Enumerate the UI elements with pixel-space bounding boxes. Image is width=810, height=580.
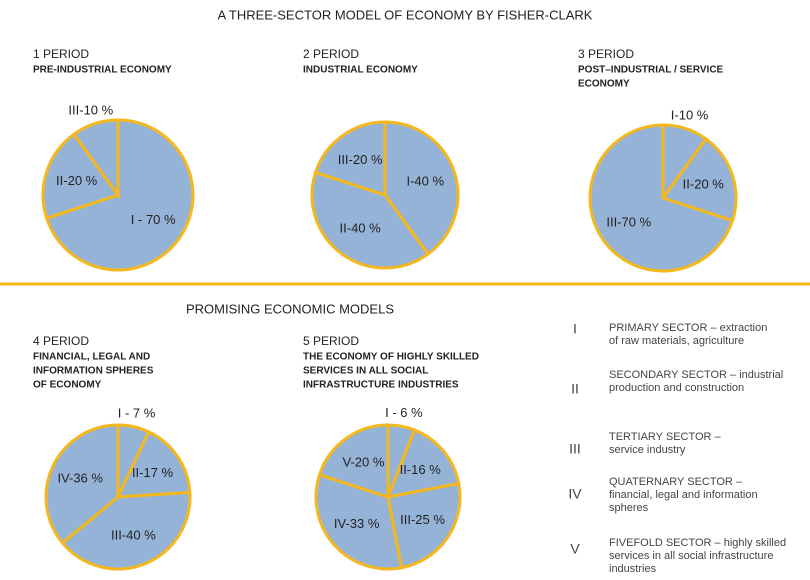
- pie-slice: [41, 132, 121, 221]
- pie-slice: [383, 120, 460, 257]
- legend-text: services in all social infrastructure: [609, 550, 773, 562]
- period-subtitle: FINANCIAL, LEGAL AND: [33, 352, 150, 363]
- pie-slice: [588, 123, 735, 273]
- legend-symbol: V: [570, 541, 580, 557]
- period-title: 3 PERIOD: [578, 47, 634, 61]
- slice-label: I-40 %: [406, 173, 444, 188]
- legend-symbol: IV: [568, 486, 582, 502]
- legend-symbol: I: [573, 321, 577, 337]
- legend-text: FIVEFOLD SECTOR – highly skilled: [609, 537, 786, 549]
- legend-text: spheres: [609, 502, 649, 514]
- pie-slice: [115, 429, 192, 499]
- legend-text: SECONDARY SECTOR – industrial: [609, 369, 783, 381]
- slice-label: I-10 %: [671, 108, 709, 123]
- period-title: 5 PERIOD: [303, 334, 359, 348]
- period-subtitle: INFRASTRUCTURE INDUSTRIES: [303, 380, 459, 391]
- period-title: 2 PERIOD: [303, 47, 359, 61]
- slice-label: II-16 %: [400, 462, 442, 477]
- pie-slice: [44, 423, 120, 546]
- slice-label: II-20 %: [683, 176, 725, 191]
- legend-text: of raw materials, agriculture: [609, 335, 744, 347]
- slice-label: III-10 %: [68, 103, 113, 118]
- slice-label: III-20 %: [338, 152, 383, 167]
- period-title: 4 PERIOD: [33, 334, 89, 348]
- pie-slice: [71, 118, 120, 200]
- legend-text: financial, legal and information: [609, 489, 758, 501]
- legend-symbol: II: [571, 381, 579, 397]
- slice-label: II-17 %: [132, 465, 174, 480]
- period-subtitle: POST–INDUSTRIAL / SERVICE: [578, 65, 724, 76]
- slice-label: I - 70 %: [131, 212, 176, 227]
- pie-slice: [313, 120, 387, 198]
- period-subtitle: INDUSTRIAL ECONOMY: [303, 65, 418, 76]
- pie-slice: [317, 423, 390, 500]
- legend-text: QUATERNARY SECTOR –: [609, 476, 743, 488]
- main-title: A THREE-SECTOR MODEL OF ECONOMY BY FISHE…: [218, 7, 593, 22]
- period-title: 1 PERIOD: [33, 47, 89, 61]
- pie-slice: [60, 490, 192, 571]
- legend-text: production and construction: [609, 382, 744, 394]
- slice-label: II-20 %: [56, 173, 98, 188]
- period-subtitle: INFORMATION SPHERES: [33, 366, 154, 377]
- legend-text: industries: [609, 563, 657, 575]
- slice-label: I - 7 %: [118, 405, 156, 420]
- pie-slice: [660, 136, 738, 223]
- period-subtitle: SERVICES IN ALL SOCIAL: [303, 366, 428, 377]
- period-subtitle: OF ECONOMY: [33, 380, 102, 391]
- slice-label: III-70 %: [606, 214, 651, 229]
- legend-text: PRIMARY SECTOR – extraction: [609, 322, 767, 334]
- legend-text: service industry: [609, 444, 686, 456]
- legend-symbol: III: [569, 441, 581, 457]
- period-subtitle: ECONOMY: [578, 79, 630, 90]
- pie-slice: [314, 472, 404, 571]
- pie-slice: [310, 170, 431, 270]
- legend-text: TERTIARY SECTOR –: [609, 431, 722, 443]
- slice-label: III-25 %: [400, 512, 445, 527]
- pie-slice: [385, 428, 461, 499]
- period-subtitle: PRE-INDUSTRIAL ECONOMY: [33, 65, 172, 76]
- section-title: PROMISING ECONOMIC MODELS: [186, 301, 394, 316]
- slice-label: IV-36 %: [57, 471, 103, 486]
- period-subtitle: THE ECONOMY OF HIGHLY SKILLED: [303, 352, 479, 363]
- slice-label: V-20 %: [342, 455, 384, 470]
- pie-slice: [386, 481, 462, 570]
- slice-label: III-40 %: [111, 527, 156, 542]
- slice-label: II-40 %: [340, 221, 382, 236]
- slice-label: I - 6 %: [385, 405, 423, 420]
- slice-label: IV-33 %: [334, 516, 380, 531]
